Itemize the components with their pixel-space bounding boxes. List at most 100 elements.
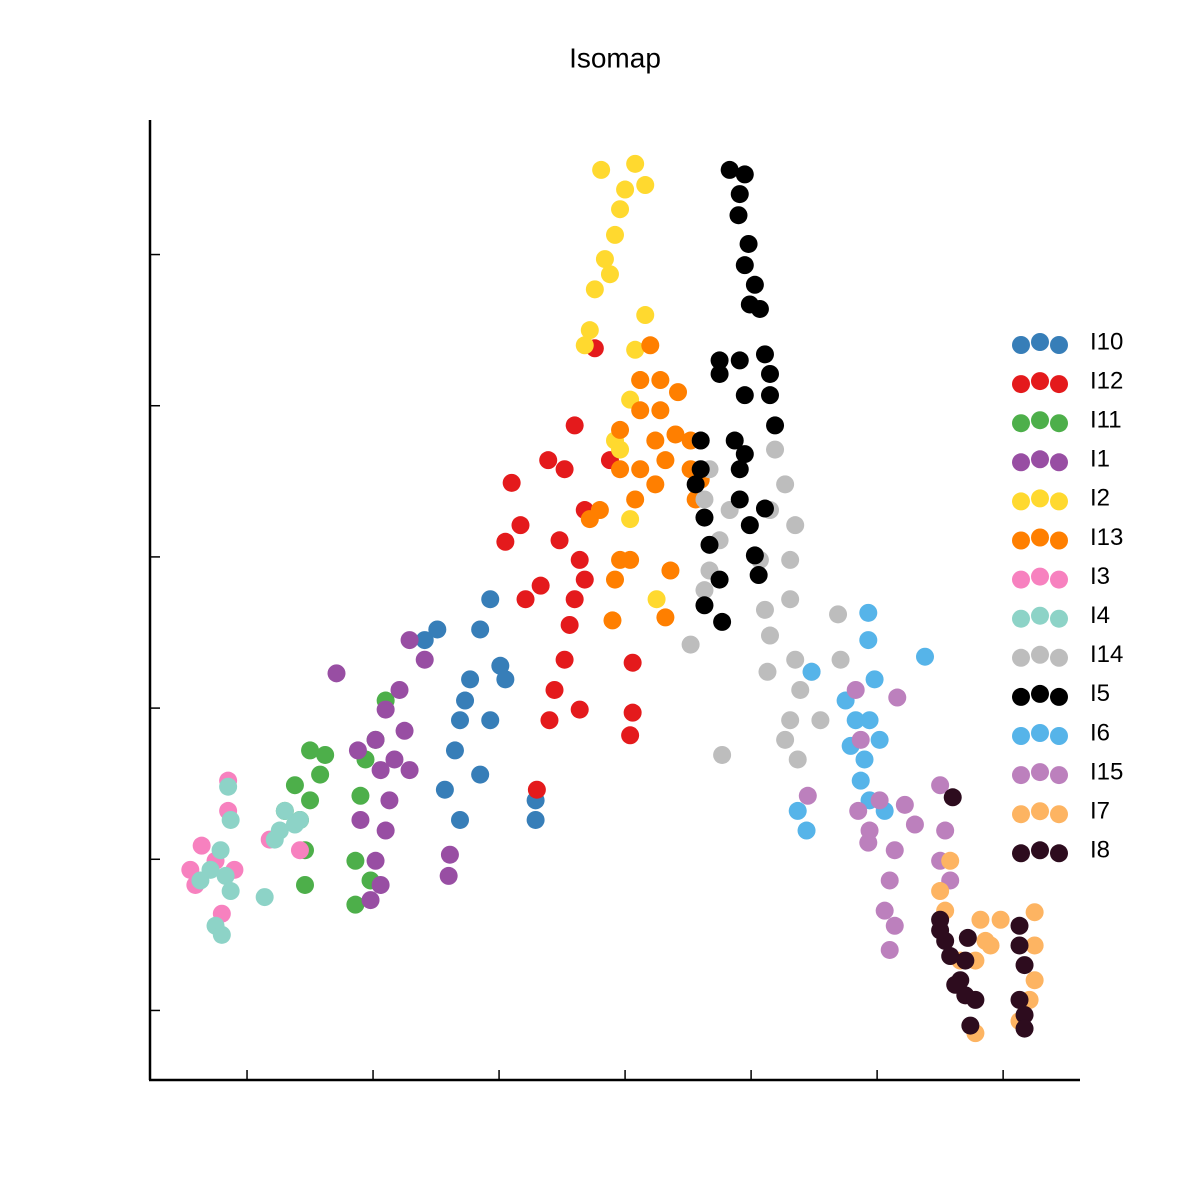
chart-title: Isomap (569, 42, 661, 73)
point (846, 680, 865, 699)
point (865, 670, 884, 689)
point (1015, 1019, 1034, 1038)
point (346, 895, 365, 914)
point (439, 866, 458, 885)
point (555, 460, 574, 479)
legend-label: I8 (1090, 837, 1110, 864)
legend-marker (1031, 411, 1049, 430)
point (390, 680, 409, 699)
point (636, 176, 655, 195)
legend-label: I4 (1090, 602, 1110, 629)
point (781, 550, 800, 569)
point (631, 401, 650, 420)
point (905, 815, 924, 834)
point (720, 160, 739, 179)
point (1015, 1005, 1034, 1024)
point (496, 670, 515, 689)
legend-label: I7 (1090, 798, 1110, 825)
point (471, 765, 490, 784)
point (851, 730, 870, 749)
point (440, 845, 459, 864)
point (611, 420, 630, 439)
legend-marker (1050, 414, 1068, 433)
point (661, 561, 680, 580)
legend-marker (1031, 645, 1049, 664)
legend-marker (1050, 492, 1068, 511)
legend-marker (1012, 687, 1030, 706)
point (740, 516, 759, 535)
point (735, 165, 754, 184)
legend-marker (1012, 805, 1030, 824)
point (1025, 903, 1044, 922)
point (710, 364, 729, 383)
point (327, 664, 346, 683)
point (376, 821, 395, 840)
legend-marker (1012, 727, 1030, 745)
point (481, 711, 500, 730)
legend-marker (1012, 570, 1030, 589)
point (550, 531, 569, 550)
point (600, 265, 619, 284)
legend-marker (1012, 531, 1030, 550)
point (380, 791, 399, 810)
legend-marker (1031, 450, 1049, 469)
point (1010, 916, 1029, 935)
point (456, 691, 475, 710)
point (570, 550, 589, 569)
point (376, 700, 395, 719)
point (710, 570, 729, 589)
point (565, 590, 584, 609)
point (301, 741, 320, 760)
point (651, 371, 670, 390)
legend-marker (1031, 763, 1049, 782)
point (966, 990, 985, 1009)
point (870, 730, 889, 749)
point (885, 841, 904, 860)
point (616, 180, 635, 199)
legend-marker (1050, 727, 1068, 745)
point (646, 431, 665, 450)
point (595, 250, 614, 269)
legend-label: I6 (1090, 719, 1110, 746)
point (851, 771, 870, 790)
point (527, 780, 546, 799)
legend-marker (1031, 684, 1049, 703)
point (290, 841, 309, 860)
point (761, 626, 779, 645)
point (695, 596, 714, 615)
point (729, 206, 748, 225)
point (943, 788, 962, 807)
point (445, 741, 464, 760)
legend-marker (1031, 489, 1049, 508)
point (781, 590, 800, 609)
point (219, 777, 238, 796)
point (735, 445, 754, 464)
point (755, 345, 774, 364)
point (971, 910, 990, 929)
point (766, 416, 785, 435)
point (606, 570, 624, 589)
point (849, 801, 868, 820)
point (216, 866, 235, 885)
point (516, 590, 535, 609)
point (221, 810, 240, 829)
point (669, 383, 688, 402)
point (916, 647, 934, 666)
legend-marker (1012, 453, 1030, 472)
point (831, 650, 850, 669)
point (730, 490, 749, 509)
point (713, 745, 732, 764)
point (686, 475, 705, 494)
point (931, 882, 950, 901)
point (621, 550, 640, 569)
point (860, 711, 879, 730)
point (290, 810, 309, 829)
point (526, 810, 545, 829)
point (351, 786, 370, 805)
point (786, 516, 805, 535)
point (739, 234, 758, 253)
point (623, 653, 642, 672)
point (758, 662, 777, 681)
